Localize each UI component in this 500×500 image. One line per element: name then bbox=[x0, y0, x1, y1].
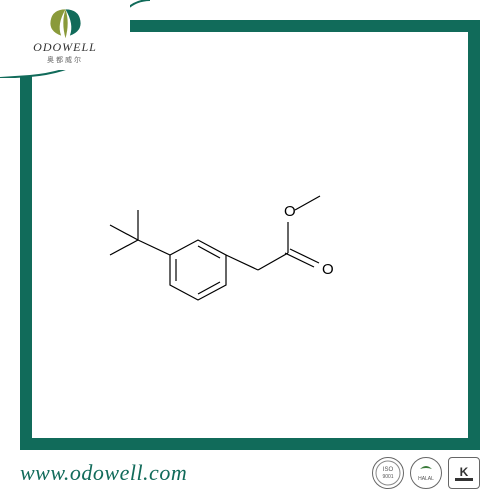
chemical-structure-diagram: O O bbox=[80, 150, 420, 350]
svg-text:HALAL: HALAL bbox=[418, 476, 434, 482]
iso-icon: ISO 9001 bbox=[374, 459, 402, 487]
svg-text:9001: 9001 bbox=[382, 474, 393, 480]
halal-icon: HALAL bbox=[412, 459, 440, 487]
badge-halal: HALAL bbox=[410, 457, 442, 489]
kosher-icon: K bbox=[451, 460, 477, 486]
atom-label-o2: O bbox=[322, 261, 334, 278]
footer: www.odowell.com ISO 9001 HALAL K bbox=[20, 455, 480, 490]
svg-text:ISO: ISO bbox=[383, 467, 394, 473]
product-card: ODOWELL 奥都威尔 O O www bbox=[0, 0, 500, 500]
brand-logo-block: ODOWELL 奥都威尔 bbox=[0, 0, 130, 70]
website-url: www.odowell.com bbox=[20, 460, 187, 486]
brand-name: ODOWELL bbox=[33, 40, 97, 55]
svg-text:K: K bbox=[460, 465, 469, 479]
badge-iso: ISO 9001 bbox=[372, 457, 404, 489]
leaf-icon bbox=[43, 5, 88, 40]
badge-kosher: K bbox=[448, 457, 480, 489]
atom-label-o1: O bbox=[284, 203, 296, 220]
certification-badges: ISO 9001 HALAL K bbox=[372, 457, 480, 489]
brand-name-cn: 奥都威尔 bbox=[47, 55, 83, 65]
